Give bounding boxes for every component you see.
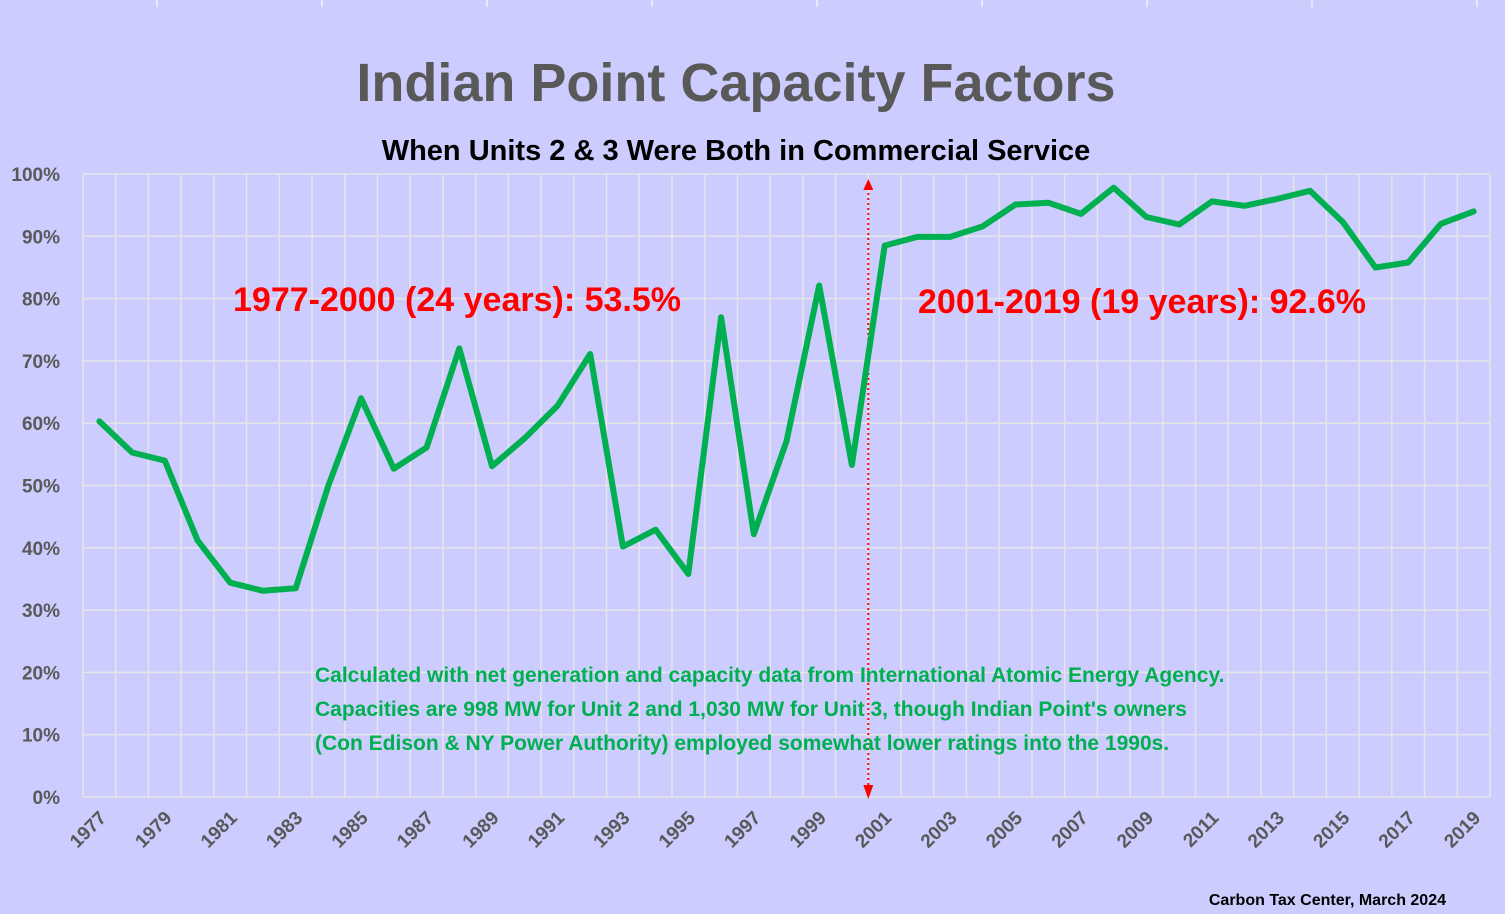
period-divider xyxy=(863,179,874,799)
data-point xyxy=(292,585,299,592)
data-point xyxy=(1241,202,1248,209)
data-point xyxy=(1045,199,1052,206)
data-point xyxy=(260,587,266,594)
gridlines xyxy=(82,173,1491,798)
note-line-3: (Con Edison & NY Power Authority) employ… xyxy=(315,732,1169,755)
data-point xyxy=(391,465,397,472)
chart-title: Indian Point Capacity Factors xyxy=(356,53,1115,113)
data-point xyxy=(1438,221,1444,227)
data-point xyxy=(96,418,103,425)
data-point xyxy=(1339,219,1346,225)
data-point xyxy=(783,438,790,445)
data-point xyxy=(1274,196,1281,202)
series-group xyxy=(96,184,1477,594)
y-tick-label: 90% xyxy=(22,227,60,248)
y-tick-label: 0% xyxy=(33,788,61,809)
data-point xyxy=(1405,259,1411,266)
data-point xyxy=(489,463,495,469)
data-point xyxy=(1143,214,1150,220)
data-point xyxy=(129,449,135,456)
note-line-2: Capacities are 998 MW for Unit 2 and 1,0… xyxy=(315,698,1187,721)
credit-text: Carbon Tax Center, March 2024 xyxy=(1209,892,1446,909)
data-point xyxy=(1176,221,1182,228)
data-point xyxy=(227,579,234,586)
data-point xyxy=(980,223,986,230)
y-tick-label: 10% xyxy=(22,726,60,747)
data-point xyxy=(849,462,855,468)
data-point xyxy=(194,537,201,544)
y-tick-label: 60% xyxy=(22,414,60,435)
data-point xyxy=(1078,211,1084,217)
y-tick-label: 40% xyxy=(22,539,60,560)
period-2-annotation: 2001-2019 (19 years): 92.6% xyxy=(918,283,1366,321)
y-tick-label: 100% xyxy=(11,165,60,186)
data-point xyxy=(1110,184,1117,191)
data-point xyxy=(587,351,593,357)
data-point xyxy=(718,314,724,321)
data-point xyxy=(358,395,364,402)
data-point xyxy=(1307,188,1313,194)
data-point xyxy=(162,457,168,464)
data-point xyxy=(1209,198,1215,205)
y-tick-label: 70% xyxy=(22,352,60,373)
y-tick-label: 50% xyxy=(22,477,60,498)
divider-arrow-up xyxy=(863,179,874,190)
top-border-ticks xyxy=(156,0,1478,7)
note-line-1: Calculated with net generation and capac… xyxy=(315,664,1224,687)
data-point xyxy=(652,526,659,533)
y-axis: 0% 10% 20% 30% 40% 50% 60% 70% 80% 90% 100% xyxy=(11,165,60,809)
data-point xyxy=(914,234,921,240)
data-point xyxy=(1372,264,1379,271)
data-point xyxy=(620,543,626,550)
data-point xyxy=(685,571,692,577)
y-tick-label: 80% xyxy=(22,290,60,311)
period-1-annotation: 1977-2000 (24 years): 53.5% xyxy=(233,281,681,319)
data-point xyxy=(881,242,888,249)
y-tick-label: 20% xyxy=(22,663,60,684)
data-point xyxy=(325,482,332,489)
data-point xyxy=(947,234,953,240)
chart-subtitle: When Units 2 & 3 Were Both in Commercial… xyxy=(382,135,1091,167)
data-point xyxy=(1012,201,1019,208)
data-point xyxy=(423,444,430,451)
y-tick-label: 30% xyxy=(22,601,60,622)
data-point xyxy=(521,435,528,441)
data-point xyxy=(816,282,823,289)
divider-arrow-down xyxy=(863,785,874,799)
data-point xyxy=(456,345,463,352)
data-point xyxy=(1470,208,1477,215)
data-point xyxy=(554,402,561,409)
data-point xyxy=(750,531,757,537)
